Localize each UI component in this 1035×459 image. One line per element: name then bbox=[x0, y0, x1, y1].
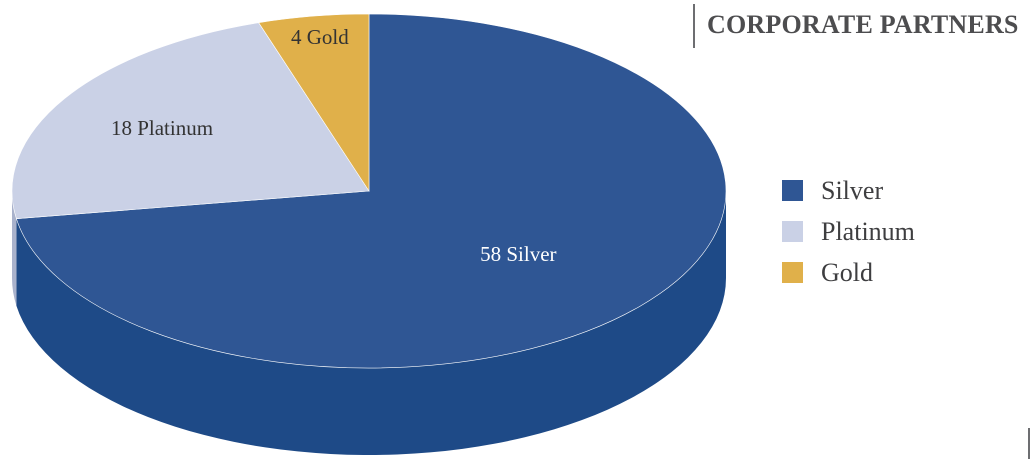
legend-swatch-silver bbox=[782, 180, 803, 201]
data-label-gold: 4 Gold bbox=[291, 25, 349, 49]
legend-item-silver: Silver bbox=[782, 170, 915, 211]
pie-slice-platinum bbox=[11, 22, 370, 220]
corner-divider bbox=[1028, 428, 1030, 459]
chart-title: CORPORATE PARTNERS bbox=[707, 10, 1019, 39]
legend-item-platinum: Platinum bbox=[782, 211, 915, 252]
pie-side-silver bbox=[16, 191, 726, 455]
title-divider bbox=[693, 4, 695, 48]
pie-side-platinum bbox=[12, 191, 17, 306]
legend-swatch-gold bbox=[782, 262, 803, 283]
legend-swatch-platinum bbox=[782, 221, 803, 242]
pie-top-faces bbox=[11, 13, 727, 369]
legend-label-silver: Silver bbox=[821, 175, 884, 205]
chart-legend: Silver Platinum Gold bbox=[782, 170, 915, 293]
legend-label-gold: Gold bbox=[821, 257, 873, 287]
pie-side-walls bbox=[12, 191, 726, 455]
data-label-platinum: 18 Platinum bbox=[111, 116, 213, 140]
pie-slice-gold bbox=[258, 13, 370, 193]
legend-label-platinum: Platinum bbox=[821, 216, 915, 246]
data-label-silver: 58 Silver bbox=[480, 242, 556, 266]
legend-item-gold: Gold bbox=[782, 252, 915, 293]
pie-slice-silver bbox=[15, 13, 727, 369]
